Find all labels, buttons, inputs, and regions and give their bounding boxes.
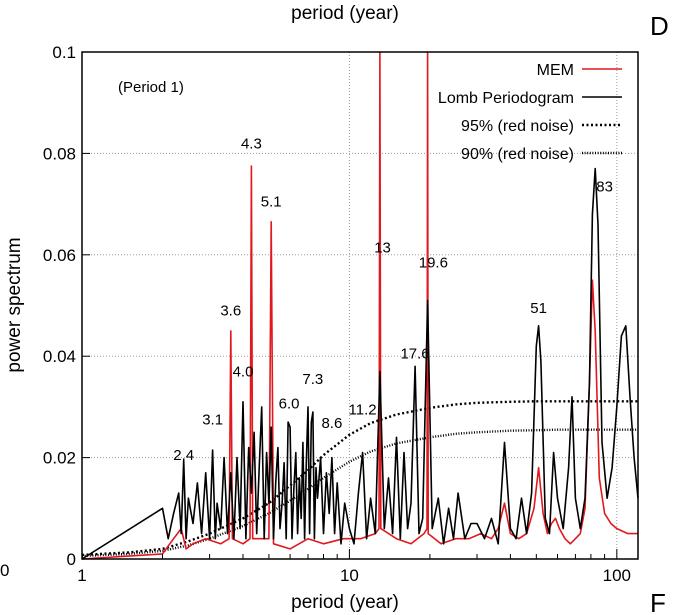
period-annotation: (Period 1) xyxy=(118,79,184,96)
y-tick-label: 0.08 xyxy=(43,144,76,163)
y-tick-label: 0.02 xyxy=(43,449,76,468)
panel-letter-top: D xyxy=(650,11,669,41)
peak-label: 6.0 xyxy=(279,395,300,412)
x-tick-label: 10 xyxy=(340,566,359,585)
grid-lines xyxy=(82,51,638,559)
y-tick-label: 0 xyxy=(67,550,76,569)
x-tick-label: 1 xyxy=(77,566,86,585)
peak-label: 11.2 xyxy=(349,402,377,419)
legend: MEM Lomb Periodogram 95% (red noise) 90% (r… xyxy=(438,62,622,163)
peak-label: 2.4 xyxy=(173,447,194,464)
legend-label: 90% (red noise) xyxy=(461,146,574,163)
top-axis-label: period (year) xyxy=(291,3,399,24)
peak-label: 13 xyxy=(374,239,391,256)
series-line-2 xyxy=(81,400,638,557)
x-tick-label: 100 xyxy=(603,566,631,585)
y-tick-label: 0.04 xyxy=(43,347,76,366)
peak-label: 7.3 xyxy=(302,371,323,388)
peak-label: 4.3 xyxy=(241,135,262,152)
legend-label: MEM xyxy=(537,62,574,79)
legend-label: 95% (red noise) xyxy=(461,118,574,135)
y-tick-label: 0.1 xyxy=(52,43,76,62)
series-line-3 xyxy=(81,428,638,558)
panel-letter-bottom: F xyxy=(650,588,666,615)
peak-label: 4.0 xyxy=(233,363,254,380)
tick-layer: 0 0.02 0.04 0.06 0.08 0.1 1 10 100 xyxy=(43,43,631,585)
series-line-1 xyxy=(81,167,639,560)
left-edge-text: 0 xyxy=(0,561,9,580)
peak-label: 3.1 xyxy=(202,412,223,429)
peak-label: 5.1 xyxy=(261,194,282,211)
peak-label: 8.6 xyxy=(321,415,342,432)
peak-label: 17.6 xyxy=(400,346,429,363)
peak-label: 51 xyxy=(530,300,547,317)
y-axis-label: power spectrum xyxy=(4,237,25,372)
peak-label: 3.6 xyxy=(220,303,241,320)
plot-frame xyxy=(81,51,639,560)
peak-label-layer: 2.4 3.1 3.6 4.0 4.3 5.1 6.07.3 8.6 11.2 13 17.6 19.… xyxy=(173,135,613,464)
peak-label: 83 xyxy=(596,178,613,195)
x-axis-label: period (year) xyxy=(291,592,399,613)
legend-label: Lomb Periodogram xyxy=(438,90,574,107)
y-tick-label: 0.06 xyxy=(43,246,76,265)
peak-label: 19.6 xyxy=(419,254,448,271)
